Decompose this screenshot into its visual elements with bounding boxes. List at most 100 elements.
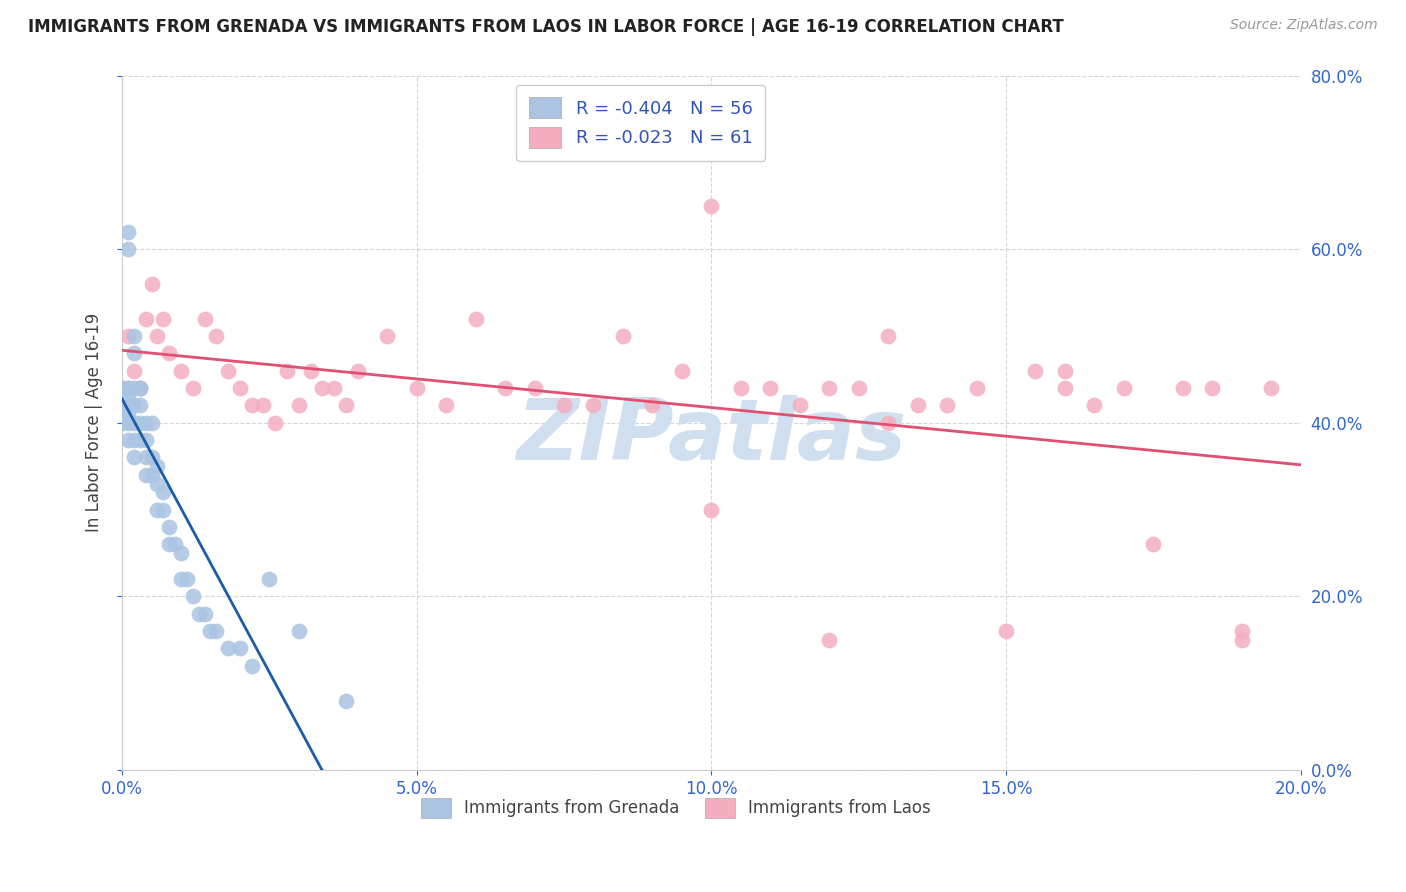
Point [877, 329, 900, 343]
Point [582, 398, 605, 412]
Point [111, 416, 134, 430]
Point [335, 398, 357, 412]
Point [612, 329, 634, 343]
Point [128, 416, 150, 430]
Point [128, 381, 150, 395]
Point [117, 381, 139, 395]
Point [700, 502, 723, 516]
Point [818, 381, 841, 395]
Text: ZIPatlas: ZIPatlas [516, 395, 907, 478]
Point [141, 416, 163, 430]
Y-axis label: In Labor Force | Age 16-19: In Labor Force | Age 16-19 [86, 313, 103, 533]
Point [117, 398, 139, 412]
Point [1112, 381, 1135, 395]
Point [995, 624, 1018, 639]
Point [936, 398, 959, 412]
Point [157, 520, 180, 534]
Point [135, 416, 157, 430]
Point [117, 225, 139, 239]
Point [1171, 381, 1194, 395]
Point [111, 407, 134, 421]
Point [117, 381, 139, 395]
Point [464, 311, 486, 326]
Point [1083, 398, 1105, 412]
Point [641, 398, 664, 412]
Point [877, 416, 900, 430]
Point [117, 242, 139, 256]
Point [848, 381, 870, 395]
Point [907, 398, 929, 412]
Point [264, 416, 287, 430]
Text: IMMIGRANTS FROM GRENADA VS IMMIGRANTS FROM LAOS IN LABOR FORCE | AGE 16-19 CORRE: IMMIGRANTS FROM GRENADA VS IMMIGRANTS FR… [28, 18, 1064, 36]
Point [135, 311, 157, 326]
Point [1201, 381, 1223, 395]
Point [128, 398, 150, 412]
Point [170, 364, 193, 378]
Point [117, 329, 139, 343]
Point [193, 311, 215, 326]
Point [966, 381, 988, 395]
Point [152, 502, 174, 516]
Point [229, 381, 252, 395]
Point [759, 381, 782, 395]
Point [181, 590, 204, 604]
Point [553, 398, 575, 412]
Point [117, 433, 139, 447]
Point [205, 329, 228, 343]
Point [1260, 381, 1282, 395]
Point [152, 311, 174, 326]
Point [152, 485, 174, 500]
Point [141, 467, 163, 482]
Point [193, 607, 215, 621]
Point [146, 329, 169, 343]
Text: Source: ZipAtlas.com: Source: ZipAtlas.com [1230, 18, 1378, 32]
Point [523, 381, 546, 395]
Point [205, 624, 228, 639]
Point [135, 450, 157, 465]
Point [323, 381, 346, 395]
Point [111, 390, 134, 404]
Point [1142, 537, 1164, 551]
Point [128, 381, 150, 395]
Point [122, 398, 145, 412]
Point [111, 381, 134, 395]
Point [288, 624, 311, 639]
Point [1230, 632, 1253, 647]
Point [122, 433, 145, 447]
Point [141, 450, 163, 465]
Point [299, 364, 322, 378]
Point [117, 390, 139, 404]
Point [157, 346, 180, 360]
Point [181, 381, 204, 395]
Point [818, 632, 841, 647]
Point [405, 381, 427, 395]
Point [135, 467, 157, 482]
Point [111, 398, 134, 412]
Point [1230, 624, 1253, 639]
Point [146, 502, 169, 516]
Point [217, 641, 239, 656]
Point [146, 459, 169, 474]
Point [122, 346, 145, 360]
Point [170, 572, 193, 586]
Point [375, 329, 398, 343]
Point [217, 364, 239, 378]
Point [789, 398, 811, 412]
Point [146, 476, 169, 491]
Legend: Immigrants from Grenada, Immigrants from Laos: Immigrants from Grenada, Immigrants from… [415, 791, 938, 824]
Point [288, 398, 311, 412]
Point [176, 572, 198, 586]
Point [252, 398, 274, 412]
Point [122, 329, 145, 343]
Point [117, 416, 139, 430]
Point [240, 658, 263, 673]
Point [1053, 381, 1076, 395]
Point [229, 641, 252, 656]
Point [671, 364, 693, 378]
Point [122, 364, 145, 378]
Point [128, 433, 150, 447]
Point [346, 364, 368, 378]
Point [1024, 364, 1046, 378]
Point [240, 398, 263, 412]
Point [122, 416, 145, 430]
